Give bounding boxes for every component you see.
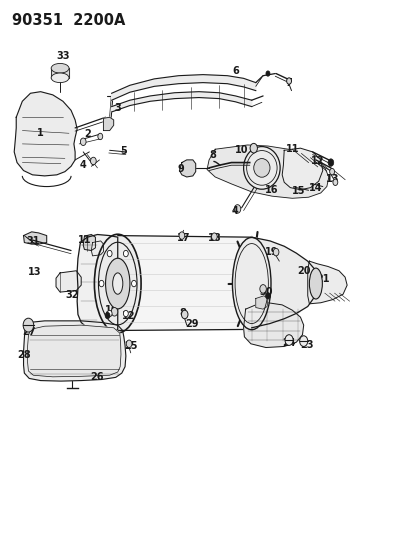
Text: 1: 1 [37, 128, 44, 138]
Circle shape [98, 133, 102, 140]
Ellipse shape [232, 238, 270, 329]
Polygon shape [111, 75, 255, 100]
Polygon shape [243, 303, 303, 348]
Text: 33: 33 [56, 51, 70, 61]
Circle shape [179, 232, 184, 239]
Polygon shape [83, 235, 95, 251]
Polygon shape [251, 236, 317, 329]
Polygon shape [117, 236, 251, 330]
Ellipse shape [51, 73, 69, 83]
Circle shape [265, 293, 270, 299]
Circle shape [249, 143, 257, 153]
Text: 20: 20 [296, 266, 310, 276]
Polygon shape [207, 145, 328, 198]
Text: 21: 21 [315, 274, 329, 284]
Text: 27: 27 [22, 327, 36, 336]
Polygon shape [103, 117, 113, 131]
Text: 28: 28 [17, 350, 31, 360]
Circle shape [284, 335, 292, 345]
Text: 8: 8 [209, 150, 216, 159]
Circle shape [123, 310, 128, 317]
Circle shape [80, 138, 86, 146]
Circle shape [329, 168, 334, 175]
Polygon shape [281, 148, 322, 190]
Text: 11: 11 [77, 236, 91, 245]
Polygon shape [307, 261, 346, 304]
Circle shape [105, 312, 110, 319]
Text: 10: 10 [234, 146, 248, 155]
Ellipse shape [253, 159, 269, 177]
Polygon shape [23, 321, 126, 381]
Ellipse shape [94, 235, 141, 333]
Polygon shape [23, 232, 47, 244]
Polygon shape [77, 235, 117, 332]
Text: 90351  2200A: 90351 2200A [12, 13, 125, 28]
Polygon shape [14, 92, 77, 176]
Text: 6: 6 [232, 66, 238, 76]
Text: 3: 3 [114, 103, 121, 112]
Ellipse shape [105, 258, 130, 309]
Circle shape [111, 308, 117, 316]
Text: 13: 13 [28, 267, 41, 277]
Text: 7: 7 [284, 78, 291, 87]
Circle shape [123, 251, 128, 257]
Text: 4: 4 [80, 160, 86, 170]
Text: 2: 2 [84, 130, 90, 139]
Polygon shape [28, 325, 121, 377]
Circle shape [265, 71, 269, 76]
Circle shape [107, 310, 112, 317]
Text: 9: 9 [177, 164, 183, 174]
Circle shape [107, 251, 112, 257]
Text: 5: 5 [120, 146, 127, 156]
Polygon shape [111, 92, 251, 112]
Circle shape [327, 159, 333, 166]
Circle shape [99, 280, 104, 287]
Text: 25: 25 [124, 342, 137, 351]
Circle shape [211, 233, 217, 240]
Circle shape [131, 280, 136, 287]
Text: 29: 29 [184, 319, 198, 328]
Text: 13: 13 [325, 174, 339, 183]
Text: 30: 30 [258, 287, 272, 297]
Text: 19: 19 [264, 247, 278, 257]
Circle shape [126, 340, 132, 348]
Circle shape [181, 310, 188, 319]
Circle shape [90, 157, 96, 165]
Text: 16: 16 [264, 185, 277, 195]
Polygon shape [51, 68, 69, 78]
Text: 26: 26 [90, 373, 103, 382]
Text: 23: 23 [299, 341, 313, 350]
Text: 14: 14 [308, 183, 322, 192]
Polygon shape [91, 241, 103, 256]
Text: 12: 12 [122, 311, 136, 320]
Text: 18: 18 [208, 233, 222, 243]
Text: 4: 4 [231, 206, 237, 215]
Text: 31: 31 [26, 237, 40, 246]
Circle shape [286, 78, 291, 84]
Text: 17: 17 [176, 233, 190, 243]
Ellipse shape [243, 147, 279, 189]
Text: 16: 16 [104, 305, 118, 315]
Polygon shape [179, 160, 195, 177]
Text: 12: 12 [310, 156, 324, 166]
Circle shape [234, 205, 240, 213]
Circle shape [299, 336, 307, 346]
Ellipse shape [309, 268, 322, 299]
Circle shape [273, 248, 278, 256]
Circle shape [259, 285, 266, 293]
Ellipse shape [51, 63, 69, 73]
Circle shape [23, 318, 34, 332]
Text: 8: 8 [179, 308, 185, 318]
Text: 32: 32 [65, 290, 79, 300]
Ellipse shape [112, 273, 122, 294]
Circle shape [332, 179, 337, 185]
Text: 11: 11 [285, 144, 298, 154]
Polygon shape [56, 271, 81, 292]
Polygon shape [255, 296, 267, 309]
Text: 24: 24 [281, 338, 295, 348]
Text: 15: 15 [291, 186, 305, 196]
